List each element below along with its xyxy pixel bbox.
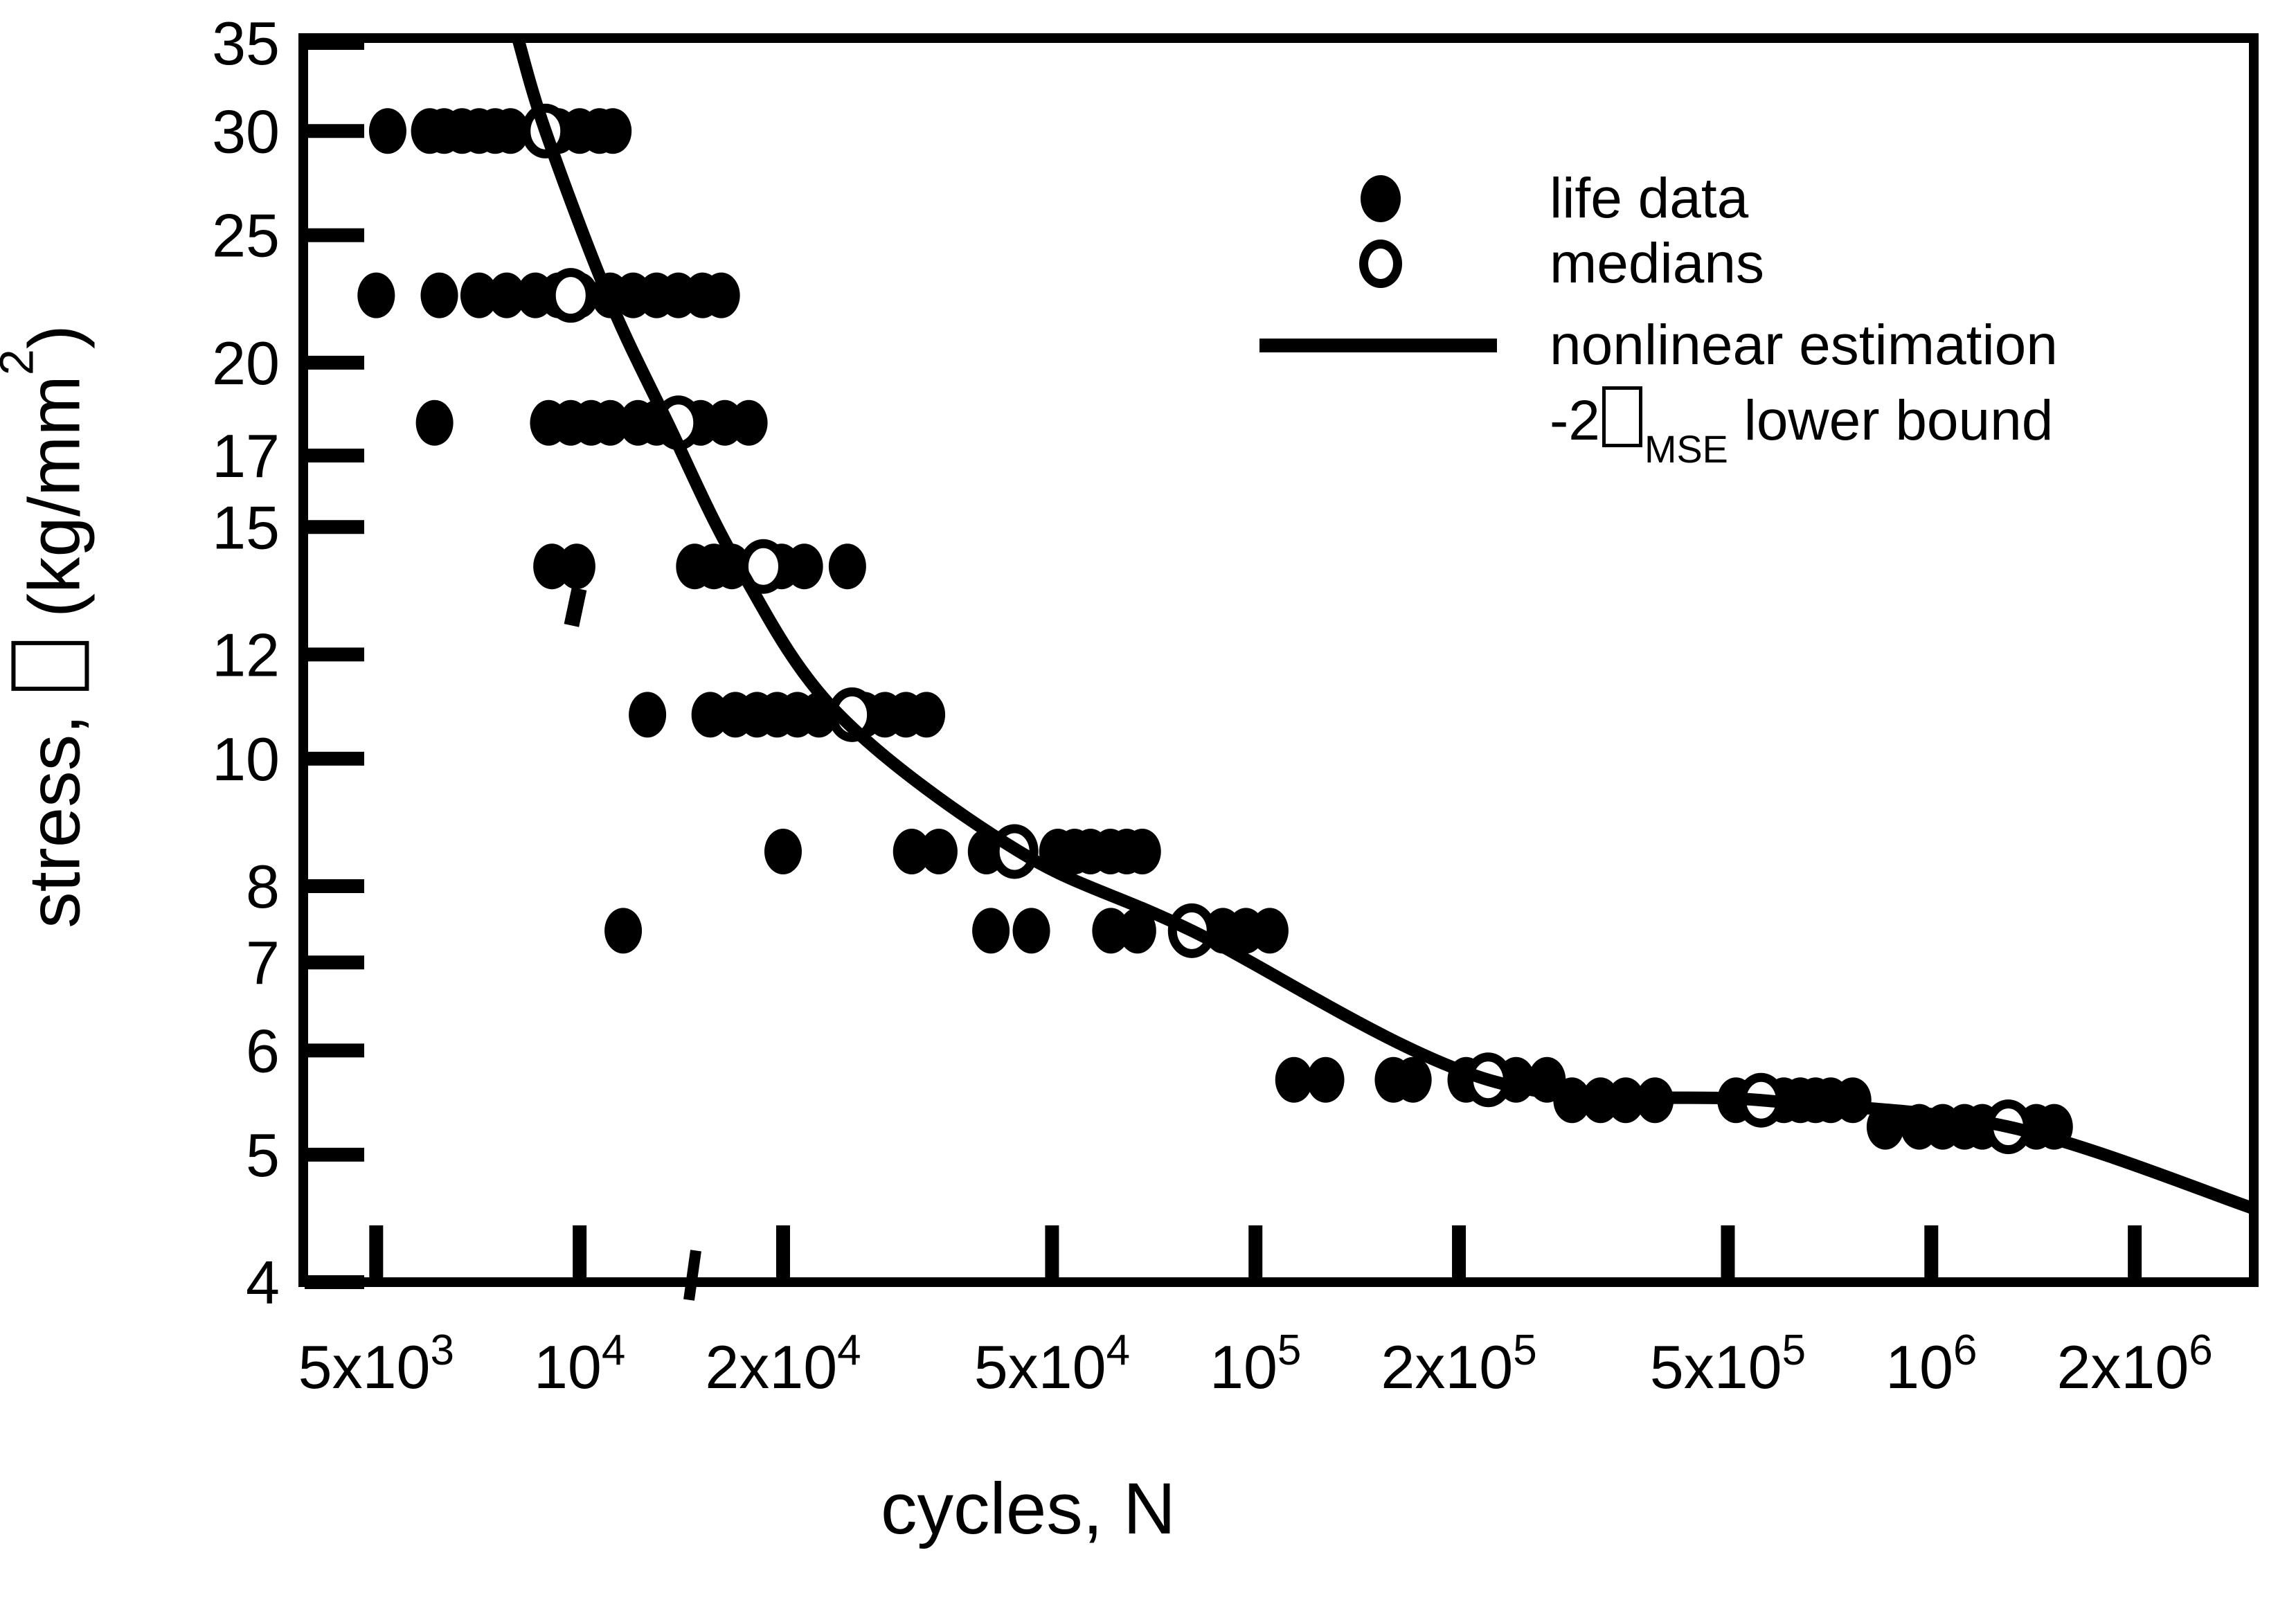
legend-item-life-data: life data	[1259, 161, 1748, 237]
stray-mark	[564, 587, 587, 627]
y-tick-label: 4	[246, 1248, 280, 1317]
life-data-point	[1307, 1056, 1345, 1103]
plot-border	[298, 33, 2259, 1287]
median-point	[546, 268, 595, 323]
life-data-point	[1250, 908, 1289, 954]
x-tick-labels: 5x103 104 2x104 5x104 105 2x105 5x105 106 2x106	[298, 1326, 2213, 1401]
stray-marks	[564, 587, 701, 1301]
life-data-point	[893, 828, 931, 874]
life-data-point	[1123, 828, 1161, 874]
life-data-point	[1275, 1056, 1313, 1103]
y-tick-label: 30	[212, 97, 280, 165]
life-data-point	[972, 908, 1010, 954]
x-axis-title: cycles, N	[881, 1468, 1176, 1549]
x-tick-label: 106	[1885, 1326, 1977, 1401]
y-tick-label: 6	[246, 1016, 280, 1085]
life-data-point	[908, 692, 946, 738]
x-tick-label: 2x106	[2056, 1326, 2212, 1401]
life-data-point	[415, 399, 454, 446]
life-data-point	[1012, 908, 1050, 954]
missing-glyph-box	[1602, 386, 1642, 448]
x-tick-label: 5x105	[1650, 1326, 1806, 1401]
y-tick-label: 5	[246, 1121, 280, 1189]
y-tick-label: 35	[212, 9, 280, 78]
life-data-point	[764, 828, 802, 874]
x-ticks	[369, 1225, 2142, 1281]
life-data-point	[594, 108, 632, 154]
life-data-point	[920, 828, 958, 874]
life-data-point	[1118, 908, 1156, 954]
legend-label: -2 MSE lower bound	[1550, 386, 2053, 471]
y-title-close: )	[14, 325, 96, 350]
legend-label: medians	[1550, 232, 1764, 295]
y-tick-label: 15	[212, 493, 280, 561]
y-title-text: stress,	[14, 694, 96, 928]
x-tick-label: 5x104	[974, 1326, 1130, 1401]
y-tick-label: 12	[212, 620, 280, 689]
legend-label: nonlinear estimation	[1550, 314, 2058, 377]
open-circle-icon	[1359, 240, 1402, 288]
x-tick-label: 2x105	[1381, 1326, 1536, 1401]
life-data-point	[828, 543, 866, 590]
life-data-point	[730, 399, 768, 446]
y-tick-label: 7	[246, 928, 280, 997]
life-data-points	[357, 108, 2073, 1150]
legend-item-nonlinear-estimation: nonlinear estimation	[1259, 307, 2058, 384]
life-data-point	[604, 908, 643, 954]
y-title-superscript: 2	[0, 349, 44, 375]
mse-subscript: MSE	[1644, 428, 1728, 471]
life-data-point	[629, 692, 667, 738]
legend-item-medians: medians	[1259, 226, 1764, 302]
y-tick-label: 8	[246, 852, 280, 921]
life-data-point	[1394, 1056, 1432, 1103]
y-axis-title: stress, (kg/mm2)	[0, 325, 96, 928]
y-ticks	[305, 36, 364, 1289]
life-data-point	[591, 399, 629, 446]
y-tick-label: 20	[212, 329, 280, 397]
life-data-point	[357, 272, 395, 318]
life-data-point	[702, 272, 740, 318]
estimation-curve	[512, 38, 2254, 1215]
life-data-point	[785, 543, 823, 590]
x-tick-label: 5x103	[298, 1326, 454, 1401]
filled-circle-icon	[1361, 175, 1401, 222]
x-tick-label: 105	[1210, 1326, 1301, 1401]
line-sample-icon	[1259, 339, 1497, 352]
life-data-point	[487, 272, 526, 318]
life-data-point	[420, 272, 458, 318]
stray-mark	[683, 1250, 701, 1301]
x-tick-label: 104	[534, 1326, 625, 1401]
legend-label: life data	[1550, 167, 1749, 230]
y-tick-label: 10	[212, 725, 280, 793]
life-data-point	[557, 543, 595, 590]
life-data-point	[460, 272, 498, 318]
legend-item-lower-bound: -2 MSE lower bound	[1259, 386, 2053, 471]
missing-glyph-box	[11, 640, 89, 692]
y-tick-label: 25	[212, 201, 280, 270]
x-tick-label: 2x104	[705, 1326, 861, 1401]
y-title-units: (kg/mm	[14, 375, 96, 638]
y-tick-label: 17	[212, 422, 280, 490]
life-data-point	[1092, 908, 1130, 954]
life-data-point	[368, 108, 406, 154]
life-data-point	[492, 108, 530, 154]
